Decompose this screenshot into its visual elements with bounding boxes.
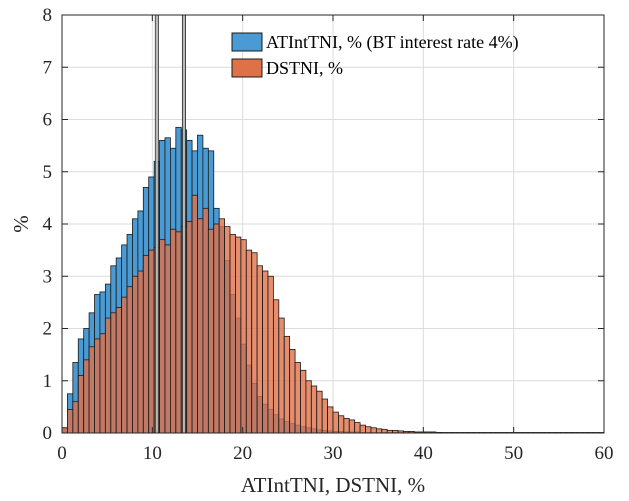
- legend-swatch-series-1: [231, 32, 263, 52]
- series-2-bar-3: [77, 375, 85, 434]
- series-2-bar-49: [327, 406, 334, 434]
- series-2-bar-9: [110, 312, 117, 434]
- series-2-bar-10: [115, 307, 123, 434]
- y-tick-label-3: 3: [43, 266, 53, 287]
- series-2-bar-6: [94, 338, 101, 434]
- series-2-bar-7: [99, 333, 106, 434]
- series-2-bar-40: [278, 317, 285, 434]
- legend: ATIntTNI, % (BT interest rate 4%) DSTNI,…: [231, 32, 519, 78]
- series-2-bar-19: [164, 244, 171, 434]
- series-2-bar-45: [305, 380, 312, 434]
- series-2-bar-1: [67, 409, 74, 434]
- series-2-bar-2: [72, 401, 79, 434]
- x-tick-label-0: 0: [57, 443, 67, 464]
- series-2-bar-35: [251, 252, 258, 434]
- y-tick-label-1: 1: [43, 371, 53, 392]
- series-2-bar-46: [310, 385, 318, 434]
- series-2-bar-39: [272, 299, 280, 434]
- series-2-bar-41: [283, 335, 291, 434]
- series-2-bar-54: [354, 422, 361, 434]
- series-2-bar-21: [175, 231, 182, 434]
- series-2-bar-53: [348, 419, 356, 434]
- series-2-bar-24: [191, 194, 198, 434]
- y-tick-label-8: 8: [43, 5, 53, 26]
- series-2-bar-38: [267, 275, 274, 434]
- series-2-bar-0: [61, 427, 68, 434]
- series-2-bar-57: [370, 427, 377, 434]
- series-2-bar-42: [289, 348, 296, 434]
- series-2-bar-27: [207, 228, 215, 434]
- series-2-bar-44: [300, 369, 307, 434]
- series-2-bar-43: [294, 362, 301, 434]
- series-2-bar-14: [137, 270, 144, 434]
- series-2-bar-4: [83, 359, 90, 434]
- x-tick-label-6: 60: [595, 443, 614, 464]
- y-tick-label-6: 6: [43, 110, 53, 131]
- series-2-bar-48: [321, 398, 328, 434]
- series-2-bar-30: [224, 226, 231, 434]
- series-2-bar-16: [148, 249, 155, 434]
- x-tick-label-5: 50: [504, 443, 523, 464]
- series-2-bar-25: [197, 218, 204, 434]
- series-2-bar-55: [359, 424, 366, 434]
- y-axis-label: %: [9, 215, 33, 233]
- series-2-bar-15: [142, 254, 150, 434]
- series-2-bar-23: [186, 220, 193, 434]
- series-2-bar-58: [375, 428, 383, 434]
- series-2-bar-31: [229, 234, 236, 434]
- series-2-bar-8: [104, 317, 112, 434]
- series-2-bar-33: [240, 239, 247, 434]
- series-2-bar-20: [169, 228, 177, 434]
- x-tick-label-2: 20: [233, 443, 252, 464]
- x-tick-label-3: 30: [324, 443, 343, 464]
- series-2-bar-34: [245, 249, 253, 434]
- series-2-bar-56: [365, 426, 372, 434]
- series-2-bar-18: [159, 239, 166, 434]
- series-2-bar-12: [126, 286, 133, 434]
- series-2-bar-26: [202, 207, 209, 434]
- reference-lines: [154, 15, 186, 433]
- x-tick-label-4: 40: [414, 443, 433, 464]
- series-2-bar-50: [332, 411, 339, 434]
- series-2-bar-59: [381, 428, 388, 434]
- y-tick-label-7: 7: [43, 57, 53, 78]
- x-tick-label-1: 10: [143, 443, 162, 464]
- y-tick-label-5: 5: [43, 162, 53, 183]
- series-2-bar-29: [218, 218, 225, 434]
- y-tick-label-0: 0: [43, 423, 53, 444]
- series-2-bar-36: [256, 265, 263, 434]
- series-2-bar-28: [213, 223, 220, 434]
- y-tick-label-2: 2: [43, 319, 53, 340]
- series-2-bar-5: [88, 346, 95, 434]
- y-tick-label-4: 4: [43, 214, 53, 235]
- series-2-bar-32: [235, 236, 242, 434]
- axis-ticks: 0 10 20 30 40 50 60 0 1 2 3 4 5 6 7 8: [43, 5, 614, 464]
- series-2-bar-11: [121, 296, 128, 434]
- series-2-bar-52: [343, 417, 350, 434]
- legend-label-series-1: ATIntTNI, % (BT interest rate 4%): [266, 32, 519, 53]
- x-axis-label: ATIntTNI, DSTNI, %: [241, 473, 425, 497]
- legend-label-series-2: DSTNI, %: [266, 58, 343, 78]
- legend-swatch-series-2: [231, 58, 263, 78]
- series-2-bar-37: [262, 270, 269, 434]
- series-2-bar-47: [316, 390, 323, 434]
- series-2-bar-13: [132, 275, 139, 434]
- series-2-bar-51: [338, 415, 345, 434]
